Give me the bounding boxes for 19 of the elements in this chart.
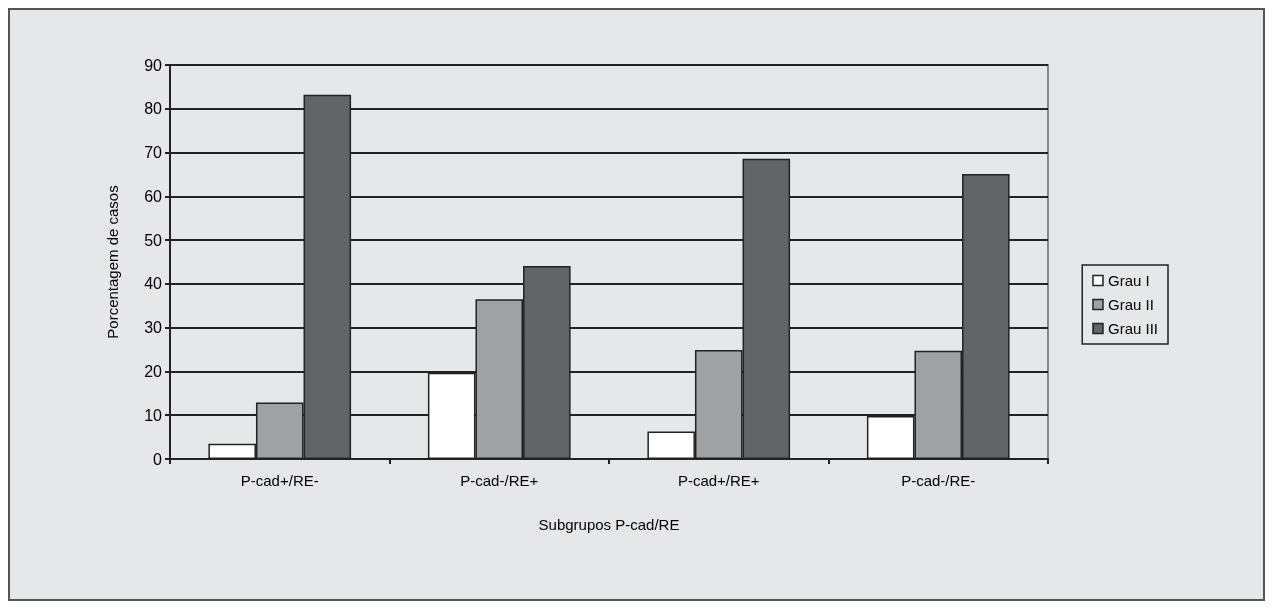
y-tick-label: 0 <box>153 450 163 468</box>
y-tick-label: 80 <box>144 100 163 118</box>
y-tick-label: 50 <box>144 231 163 249</box>
legend-label: Grau III <box>1107 320 1159 337</box>
x-axis-title: Subgrupos P-cad/RE <box>538 516 680 533</box>
x-tick-label: P-cad+/RE+ <box>677 472 760 489</box>
y-tick-label: 40 <box>144 275 163 293</box>
y-tick-label: 30 <box>144 319 163 337</box>
y-tick-label: 20 <box>144 362 163 380</box>
x-tick-label: P-cad-/RE- <box>901 472 976 489</box>
y-tick-label: 10 <box>144 406 163 424</box>
y-tick-label: 60 <box>144 187 163 205</box>
legend-label: Grau II <box>1107 296 1154 313</box>
legend-label: Grau I <box>1107 272 1150 289</box>
y-axis-title: Porcentagem de casos <box>104 185 121 339</box>
x-tick-label: P-cad-/RE+ <box>460 472 539 489</box>
x-tick-label: P-cad+/RE- <box>240 472 319 489</box>
y-tick-label: 70 <box>144 144 163 162</box>
y-tick-label: 90 <box>144 56 163 74</box>
